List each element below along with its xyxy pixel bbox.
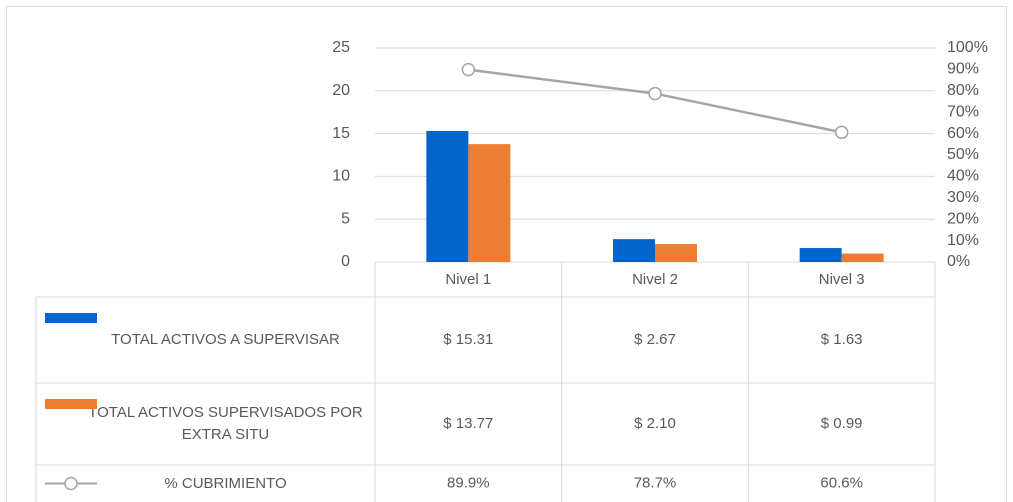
y2-tick-label: 40% bbox=[947, 168, 979, 185]
table-value: $ 2.10 bbox=[634, 415, 676, 432]
legend-label: TOTAL ACTIVOS A SUPERVISAR bbox=[111, 331, 340, 348]
legend-entry: % CUBRIMIENTO bbox=[164, 474, 287, 492]
bar bbox=[655, 244, 697, 262]
legend-entry: TOTAL ACTIVOS SUPERVISADOS POR EXTRA SIT… bbox=[88, 404, 363, 443]
y-tick-label: 5 bbox=[341, 210, 350, 227]
bar bbox=[799, 248, 842, 262]
bar bbox=[426, 130, 469, 262]
y2-tick-label: 60% bbox=[947, 125, 979, 142]
y2-tick-label: 30% bbox=[947, 189, 979, 206]
y2-tick-label: 90% bbox=[947, 61, 979, 78]
y-tick-label: 10 bbox=[332, 168, 350, 185]
y2-tick-label: 50% bbox=[947, 146, 979, 163]
y2-tick-label: 10% bbox=[947, 232, 979, 249]
legend-key bbox=[45, 313, 97, 323]
y-tick-label: 20 bbox=[332, 82, 350, 99]
x-tick-label: Nivel 1 bbox=[445, 271, 491, 288]
bar bbox=[841, 253, 884, 262]
y2-tick-label: 100% bbox=[947, 39, 988, 56]
y2-tick-label: 20% bbox=[947, 210, 979, 227]
legend-key bbox=[64, 476, 78, 491]
legend-label: % CUBRIMIENTO bbox=[164, 474, 287, 492]
y2-tick-label: 80% bbox=[947, 82, 979, 99]
legend-label: TOTAL ACTIVOS SUPERVISADOS POR EXTRA SIT… bbox=[88, 404, 363, 443]
table-value: $ 13.77 bbox=[443, 415, 493, 432]
table-value: $ 1.63 bbox=[821, 331, 863, 348]
y2-tick-label: 70% bbox=[947, 103, 979, 120]
table-value: $ 15.31 bbox=[443, 331, 493, 348]
x-tick-label: Nivel 3 bbox=[819, 271, 865, 288]
marker bbox=[834, 125, 849, 140]
marker bbox=[648, 86, 662, 101]
x-tick-label: Nivel 2 bbox=[632, 271, 678, 288]
table-value: $ 0.99 bbox=[821, 415, 863, 432]
y-tick-label: 15 bbox=[332, 125, 350, 142]
table-value: 60.6% bbox=[820, 474, 863, 491]
bar bbox=[613, 239, 655, 262]
y-tick-label: 0 bbox=[341, 253, 350, 270]
marker bbox=[461, 62, 476, 77]
bar bbox=[468, 144, 511, 262]
table-value: 89.9% bbox=[447, 474, 490, 491]
legend-key bbox=[45, 399, 97, 409]
y2-tick-label: 0% bbox=[947, 253, 970, 270]
table-value: $ 2.67 bbox=[634, 331, 676, 348]
legend-entry: TOTAL ACTIVOS A SUPERVISAR bbox=[111, 331, 340, 348]
y-tick-label: 25 bbox=[332, 39, 350, 56]
table-value: 78.7% bbox=[634, 474, 677, 491]
